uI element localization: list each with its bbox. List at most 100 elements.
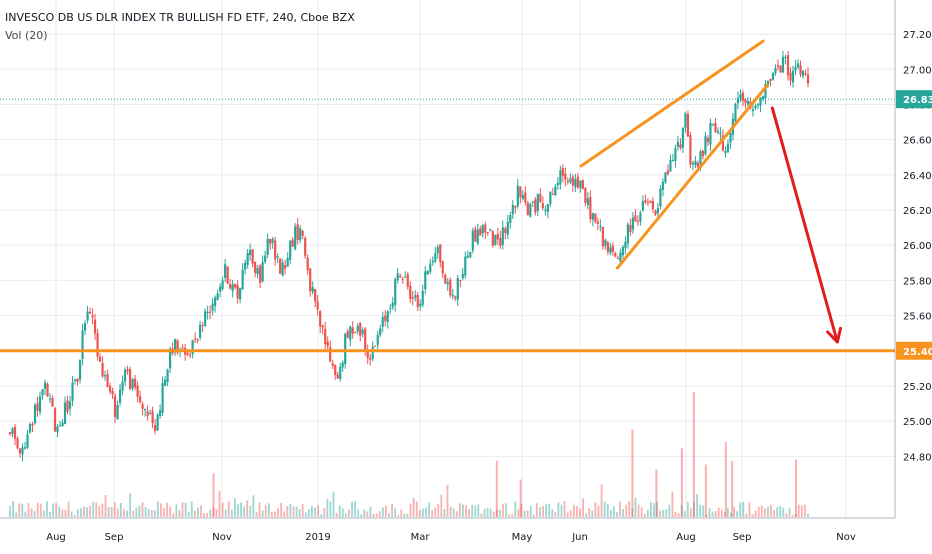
- candle-body: [474, 228, 477, 242]
- volume-label: Vol (20): [5, 29, 48, 42]
- volume-bar: [200, 505, 202, 517]
- candle-body: [504, 228, 507, 234]
- volume-bar: [67, 501, 70, 517]
- volume-bar: [421, 508, 424, 517]
- volume-bar: [27, 502, 30, 517]
- candle-body: [634, 215, 637, 222]
- candle-body: [419, 303, 422, 307]
- candle-body: [336, 374, 339, 379]
- candle-body: [469, 252, 472, 258]
- volume-bar: [234, 497, 236, 517]
- volume-bar: [169, 506, 172, 517]
- candle-body: [191, 340, 194, 355]
- volume-bar: [378, 511, 381, 517]
- volume-bar: [286, 506, 289, 517]
- candle-body: [481, 224, 484, 234]
- volume-bar: [733, 506, 735, 517]
- candle-body: [379, 328, 382, 335]
- volume-bar: [292, 506, 295, 517]
- volume-bar: [431, 509, 434, 517]
- volume-bar: [797, 504, 800, 517]
- candle-body: [694, 160, 697, 166]
- volume-bar: [18, 503, 21, 517]
- candle-body: [539, 194, 542, 202]
- current-price-label: 26.83: [903, 95, 932, 106]
- volume-bar: [215, 508, 218, 517]
- candle-body: [466, 255, 469, 258]
- candle-body: [354, 332, 357, 334]
- volume-bar: [351, 502, 353, 517]
- volume-bar: [474, 505, 477, 517]
- candle-body: [146, 411, 149, 417]
- candle-body: [704, 136, 707, 155]
- candle-body: [133, 378, 137, 388]
- candle-body: [56, 426, 59, 432]
- volume-bar: [807, 513, 809, 517]
- candle-body: [236, 285, 239, 299]
- candle-body: [741, 92, 745, 101]
- volume-bar: [280, 502, 283, 517]
- candle-body: [611, 245, 614, 252]
- volume-bar: [480, 513, 483, 517]
- volume-bar: [794, 513, 797, 517]
- candle-body: [426, 270, 429, 275]
- candle-body: [306, 257, 309, 271]
- candle-body: [113, 395, 117, 417]
- candle-body: [666, 170, 670, 174]
- volume-bar: [101, 503, 104, 517]
- candle-body: [131, 379, 134, 389]
- candle-body: [744, 99, 747, 103]
- volume-bar: [690, 508, 692, 517]
- volume-bar: [116, 508, 119, 517]
- candle-body: [43, 382, 47, 389]
- volume-bar: [357, 509, 360, 517]
- candle-body: [289, 240, 292, 260]
- candle-body: [559, 170, 562, 185]
- candle-body: [436, 246, 439, 254]
- candle-body: [284, 265, 287, 269]
- candle-body: [8, 432, 12, 434]
- candle-body: [561, 167, 564, 176]
- y-tick-label: 26.40: [903, 171, 932, 182]
- candle-body: [759, 97, 762, 106]
- volume-bar: [532, 514, 535, 517]
- candle-body: [484, 224, 487, 233]
- candle-body: [431, 260, 434, 263]
- candle-body: [366, 349, 369, 358]
- candle-body: [441, 261, 444, 274]
- volume-bar: [726, 507, 729, 517]
- volume-bar: [640, 506, 643, 517]
- candle-body: [226, 266, 229, 284]
- volume-bar: [246, 500, 249, 517]
- volume-bar: [674, 511, 677, 517]
- candle-body: [651, 201, 655, 210]
- candle-body: [791, 70, 795, 83]
- candle-body: [16, 438, 19, 449]
- volume-bar: [64, 509, 67, 517]
- volume-bar: [9, 505, 11, 517]
- candle-body: [361, 329, 364, 334]
- volume-bar: [600, 484, 603, 517]
- candle-body: [779, 65, 782, 73]
- candle-body: [776, 65, 780, 68]
- candle-body: [381, 317, 384, 327]
- candle-body: [774, 67, 777, 74]
- volume-bar: [369, 506, 372, 517]
- volume-bar: [495, 509, 498, 517]
- candle-body: [551, 193, 554, 195]
- volume-bar: [800, 505, 803, 517]
- candle-body: [118, 389, 122, 403]
- candle-body: [31, 424, 34, 426]
- current-price-label-bg: [896, 90, 932, 109]
- y-tick-label: 25.00: [903, 417, 932, 428]
- candle-body: [174, 339, 177, 353]
- candle-body: [51, 397, 54, 407]
- candle-body: [429, 263, 432, 272]
- candle-body: [781, 56, 785, 73]
- candle-body: [399, 275, 402, 278]
- candle-body: [599, 226, 602, 228]
- candle-body: [251, 249, 254, 264]
- volume-bar: [415, 501, 418, 517]
